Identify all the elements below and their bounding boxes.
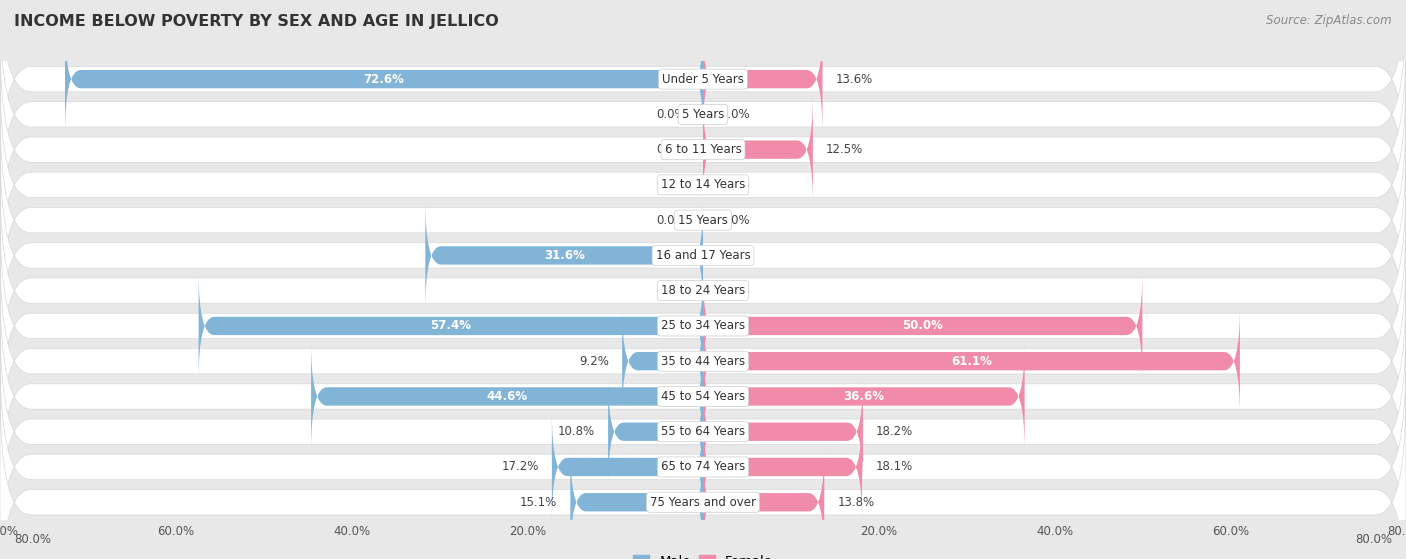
Text: 0.0%: 0.0% (721, 284, 751, 297)
FancyBboxPatch shape (0, 215, 1406, 437)
FancyBboxPatch shape (703, 25, 823, 134)
FancyBboxPatch shape (703, 307, 1240, 415)
Text: 18 to 24 Years: 18 to 24 Years (661, 284, 745, 297)
Text: INCOME BELOW POVERTY BY SEX AND AGE IN JELLICO: INCOME BELOW POVERTY BY SEX AND AGE IN J… (14, 14, 499, 29)
FancyBboxPatch shape (0, 286, 1406, 507)
Text: 13.8%: 13.8% (838, 496, 875, 509)
Text: 0.0%: 0.0% (655, 108, 686, 121)
Text: 80.0%: 80.0% (14, 533, 51, 546)
Text: 0.0%: 0.0% (655, 178, 686, 191)
Text: 44.6%: 44.6% (486, 390, 527, 403)
Text: 45 to 54 Years: 45 to 54 Years (661, 390, 745, 403)
FancyBboxPatch shape (0, 356, 1406, 559)
Text: 0.0%: 0.0% (721, 108, 751, 121)
Text: 9.2%: 9.2% (579, 355, 609, 368)
FancyBboxPatch shape (65, 25, 703, 134)
Text: 18.2%: 18.2% (876, 425, 914, 438)
Text: 15.1%: 15.1% (520, 496, 557, 509)
FancyBboxPatch shape (0, 0, 1406, 190)
Text: 0.0%: 0.0% (721, 249, 751, 262)
FancyBboxPatch shape (551, 413, 703, 522)
Text: Under 5 Years: Under 5 Years (662, 73, 744, 86)
FancyBboxPatch shape (0, 250, 1406, 472)
Text: 18.1%: 18.1% (875, 461, 912, 473)
FancyBboxPatch shape (0, 145, 1406, 366)
FancyBboxPatch shape (703, 96, 813, 204)
FancyBboxPatch shape (703, 413, 862, 522)
FancyBboxPatch shape (0, 110, 1406, 331)
FancyBboxPatch shape (571, 448, 703, 557)
FancyBboxPatch shape (425, 201, 703, 310)
Text: 12 to 14 Years: 12 to 14 Years (661, 178, 745, 191)
Text: 13.6%: 13.6% (835, 73, 873, 86)
Text: 0.0%: 0.0% (721, 214, 751, 226)
Legend: Male, Female: Male, Female (627, 549, 779, 559)
Text: 36.6%: 36.6% (844, 390, 884, 403)
Text: 16 and 17 Years: 16 and 17 Years (655, 249, 751, 262)
Text: 10.8%: 10.8% (558, 425, 595, 438)
FancyBboxPatch shape (703, 272, 1142, 380)
Text: 61.1%: 61.1% (950, 355, 991, 368)
Text: 25 to 34 Years: 25 to 34 Years (661, 319, 745, 333)
FancyBboxPatch shape (703, 448, 824, 557)
Text: 31.6%: 31.6% (544, 249, 585, 262)
Text: 35 to 44 Years: 35 to 44 Years (661, 355, 745, 368)
FancyBboxPatch shape (0, 391, 1406, 559)
Text: 12.5%: 12.5% (827, 143, 863, 156)
Text: 0.0%: 0.0% (655, 214, 686, 226)
FancyBboxPatch shape (0, 39, 1406, 260)
FancyBboxPatch shape (621, 307, 703, 415)
Text: 5 Years: 5 Years (682, 108, 724, 121)
Text: 80.0%: 80.0% (1355, 533, 1392, 546)
Text: Source: ZipAtlas.com: Source: ZipAtlas.com (1267, 14, 1392, 27)
Text: 17.2%: 17.2% (502, 461, 538, 473)
FancyBboxPatch shape (609, 377, 703, 486)
FancyBboxPatch shape (703, 342, 1025, 451)
Text: 0.0%: 0.0% (655, 284, 686, 297)
Text: 50.0%: 50.0% (903, 319, 943, 333)
FancyBboxPatch shape (703, 377, 863, 486)
Text: 6 to 11 Years: 6 to 11 Years (665, 143, 741, 156)
FancyBboxPatch shape (0, 4, 1406, 225)
Text: 57.4%: 57.4% (430, 319, 471, 333)
Text: 55 to 64 Years: 55 to 64 Years (661, 425, 745, 438)
FancyBboxPatch shape (0, 180, 1406, 401)
Text: 0.0%: 0.0% (721, 178, 751, 191)
Text: 72.6%: 72.6% (364, 73, 405, 86)
FancyBboxPatch shape (311, 342, 703, 451)
Text: 15 Years: 15 Years (678, 214, 728, 226)
FancyBboxPatch shape (0, 321, 1406, 542)
FancyBboxPatch shape (198, 272, 703, 380)
Text: 75 Years and over: 75 Years and over (650, 496, 756, 509)
Text: 65 to 74 Years: 65 to 74 Years (661, 461, 745, 473)
Text: 0.0%: 0.0% (655, 143, 686, 156)
FancyBboxPatch shape (0, 74, 1406, 296)
